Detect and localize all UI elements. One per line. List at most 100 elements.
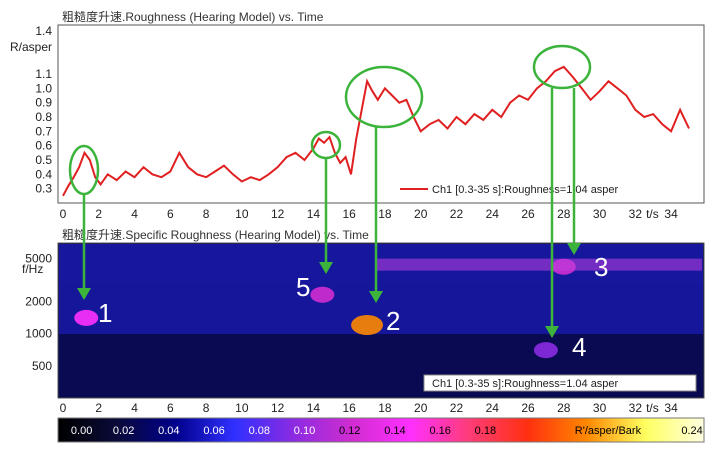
heatmap-blob	[533, 342, 558, 359]
annotation-label-5: 5	[296, 272, 310, 302]
bottom-chart-title: 粗糙度升速.Specific Roughness (Hearing Model)…	[62, 228, 369, 242]
top-y-tick-label: 0.6	[35, 139, 52, 153]
top-x-axis-label: t/s	[646, 207, 659, 221]
top-y-ticks: 1.4 1.11.00.90.80.70.60.50.40.3	[35, 24, 52, 196]
top-x-tick-label: 8	[203, 207, 210, 221]
bottom-x-tick-label: 22	[450, 401, 464, 415]
heatmap-blob	[310, 286, 335, 303]
bottom-x-tick-label: 8	[203, 401, 210, 415]
bottom-x-tick-label: 2	[95, 401, 102, 415]
bottom-x-tick-label: 16	[342, 401, 356, 415]
top-y-tick-label: 0.9	[35, 96, 52, 110]
colorbar-tick-label: 0.06	[203, 425, 224, 437]
top-x-tick-label: 22	[450, 207, 464, 221]
colorbar-tick-label: 0.24	[681, 425, 702, 437]
bottom-x-tick-label: 10	[235, 401, 249, 415]
bottom-x-tick-label: 20	[414, 401, 428, 415]
bottom-legend-text: Ch1 [0.3-35 s]:Roughness=1.04 asper	[432, 378, 619, 390]
top-chart-title: 粗糙度升速.Roughness (Hearing Model) vs. Time	[62, 10, 324, 24]
roughness-series-line	[62, 65, 690, 197]
top-x-tick-label: 24	[486, 207, 500, 221]
bottom-chart-ylabel: f/Hz	[22, 262, 44, 276]
top-plot-frame	[57, 24, 705, 204]
bottom-x-tick-label: 12	[271, 401, 285, 415]
top-x-tick-label: 34	[664, 207, 678, 221]
bottom-x-tick-label: 24	[486, 401, 500, 415]
heatmap-blob	[74, 309, 99, 326]
top-x-tick-label: 18	[378, 207, 392, 221]
bottom-x-tick-label: 0	[60, 401, 67, 415]
colorbar-tick-label: 0.02	[113, 425, 134, 437]
colorbar-tick-label: 0.16	[429, 425, 450, 437]
top-x-tick-label: 28	[557, 207, 571, 221]
bottom-x-tick-label: 32	[629, 401, 643, 415]
top-x-tick-label: 30	[593, 207, 607, 221]
annotation-arrowheads	[77, 243, 581, 338]
bottom-x-tick-label: 34	[664, 401, 678, 415]
top-x-tick-label: 4	[131, 207, 138, 221]
annotation-label-4: 4	[572, 332, 586, 362]
annotation-ellipse-2	[344, 65, 424, 129]
top-y-tick-label: 0.7	[35, 124, 52, 138]
bottom-x-tick-label: 30	[593, 401, 607, 415]
bottom-y-tick-label: 5000	[25, 252, 52, 266]
colorbar-tick-label: 0.08	[249, 425, 270, 437]
top-x-tick-label: 32	[629, 207, 643, 221]
arrowhead-5	[319, 262, 333, 274]
top-y-tick-label: 1.1	[35, 67, 52, 81]
top-x-tick-label: 20	[414, 207, 428, 221]
bottom-x-tick-label: 4	[131, 401, 138, 415]
colorbar-tick-label: 0.18	[475, 425, 496, 437]
top-x-ticks: 0 2 4 6 8 10 12 14 16 18 20 22 24 26 28 30 32 34t/s	[60, 207, 678, 221]
annotation-overlay	[68, 44, 592, 331]
colorbar-tick-label: 0.14	[384, 425, 405, 437]
bottom-x-tick-label: 6	[167, 401, 174, 415]
colorbar-tick-label: 0.04	[158, 425, 179, 437]
annotation-ellipse-1	[68, 144, 100, 196]
top-y-tick-label: 0.5	[35, 153, 52, 167]
colorbar	[57, 417, 705, 443]
bottom-x-tick-label: 28	[557, 401, 571, 415]
top-x-tick-label: 26	[521, 207, 535, 221]
colorbar-tick-label: 0.10	[294, 425, 315, 437]
top-y-tick-label: 0.3	[35, 182, 52, 196]
annotation-label-2: 2	[386, 306, 400, 336]
annotation-ellipse-3	[532, 44, 592, 90]
top-x-tick-label: 0	[60, 207, 67, 221]
bottom-x-ticks: 0 2 4 6 8 10 12 14 16 18 20 22 24 26 28 30 32 34t/s	[60, 401, 678, 415]
top-y-tick-label: 1.0	[35, 81, 52, 95]
colorbar-ticks: 0.00 0.02 0.04 0.06 0.08 0.10 0.12 0.14 0.16 0.18…	[71, 425, 703, 437]
top-y-tick-label: 1.4	[35, 24, 52, 38]
bottom-y-tick-label: 500	[32, 359, 52, 373]
top-y-tick-label: 0.8	[35, 110, 52, 124]
heatmap-high-band	[376, 258, 702, 271]
bottom-y-ticks: 5000 2000 1000 500	[25, 252, 52, 373]
top-chart-ylabel: R/asper	[10, 40, 53, 54]
top-x-tick-label: 16	[342, 207, 356, 221]
annotation-label-1: 1	[98, 298, 112, 328]
top-legend-text: Ch1 [0.3-35 s]:Roughness=1.04 asper	[432, 184, 619, 196]
bottom-x-tick-label: 18	[378, 401, 392, 415]
arrowhead-1	[77, 288, 91, 300]
top-y-tick-label: 0.4	[35, 167, 52, 181]
colorbar-tick-label: 0.12	[339, 425, 360, 437]
annotation-label-3: 3	[594, 252, 608, 282]
colorbar-tick-label: 0.00	[71, 425, 92, 437]
top-x-tick-label: 6	[167, 207, 174, 221]
top-x-tick-label: 10	[235, 207, 249, 221]
arrowhead-4	[545, 326, 559, 338]
bottom-x-tick-label: 14	[307, 401, 321, 415]
top-x-tick-label: 12	[271, 207, 285, 221]
bottom-x-axis-label: t/s	[646, 401, 659, 415]
bottom-y-tick-label: 1000	[25, 327, 52, 341]
arrowhead-2	[369, 291, 383, 303]
bottom-x-tick-label: 26	[521, 401, 535, 415]
top-x-tick-label: 2	[95, 207, 102, 221]
arrowhead-3	[567, 243, 581, 255]
top-x-tick-label: 14	[307, 207, 321, 221]
heatmap-blob	[351, 315, 384, 336]
bottom-y-tick-label: 2000	[25, 294, 52, 308]
colorbar-unit-label: R'/asper/Bark	[575, 425, 642, 437]
bottom-legend-box	[423, 374, 697, 392]
